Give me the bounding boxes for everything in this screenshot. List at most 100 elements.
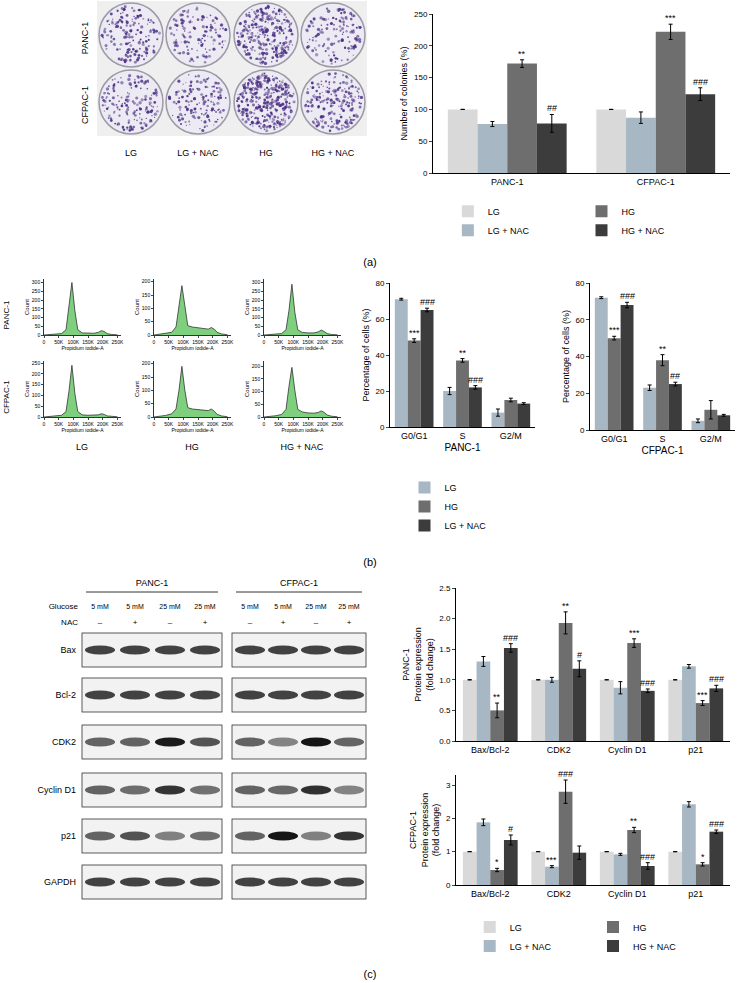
svg-text:CDK2: CDK2 <box>547 889 571 899</box>
svg-text:200: 200 <box>252 363 261 369</box>
svg-text:100: 100 <box>252 388 261 394</box>
svg-text:0: 0 <box>263 421 266 427</box>
svg-text:Propidium iodide-A: Propidium iodide-A <box>61 345 104 351</box>
svg-text:NAC: NAC <box>61 618 78 627</box>
svg-text:0: 0 <box>43 421 46 427</box>
svg-text:Count: Count <box>134 381 140 397</box>
svg-text:0: 0 <box>153 339 156 345</box>
svg-text:***: *** <box>409 328 420 338</box>
svg-text:###: ### <box>468 375 483 385</box>
svg-text:200: 200 <box>252 297 261 303</box>
svg-text:200K: 200K <box>317 339 329 345</box>
svg-text:150K: 150K <box>82 339 94 345</box>
svg-text:1.0: 1.0 <box>439 676 451 685</box>
svg-text:Cyclin D1: Cyclin D1 <box>608 745 647 755</box>
svg-text:Bcl-2: Bcl-2 <box>55 690 76 700</box>
svg-text:*: * <box>701 852 705 862</box>
svg-text:(a): (a) <box>363 256 376 268</box>
svg-text:250K: 250K <box>112 421 124 427</box>
svg-text:CDK2: CDK2 <box>547 745 571 755</box>
svg-text:G0/G1: G0/G1 <box>601 434 628 444</box>
svg-text:CFPAC-1Protein expression(fold: CFPAC-1Protein expression(fold change) <box>408 793 441 868</box>
svg-text:LG + NAC: LG + NAC <box>488 226 530 236</box>
svg-text:50K: 50K <box>274 339 284 345</box>
svg-text:Count: Count <box>24 381 30 397</box>
svg-text:Propidium iodide-A: Propidium iodide-A <box>61 427 104 433</box>
svg-text:100K: 100K <box>178 421 190 427</box>
svg-text:**: ** <box>659 344 667 354</box>
svg-text:HG: HG <box>445 502 459 512</box>
svg-text:0: 0 <box>153 421 156 427</box>
svg-text:100: 100 <box>32 392 41 398</box>
svg-text:50K: 50K <box>54 339 64 345</box>
svg-text:***: *** <box>697 690 708 700</box>
svg-text:**: ** <box>562 601 570 611</box>
svg-text:–: – <box>168 618 173 627</box>
svg-text:**: ** <box>459 348 467 358</box>
svg-text:HG: HG <box>633 923 647 933</box>
svg-text:(b): (b) <box>363 556 376 568</box>
svg-text:0: 0 <box>147 414 150 420</box>
svg-text:Cyclin D1: Cyclin D1 <box>37 785 76 795</box>
svg-text:###: ### <box>693 77 708 87</box>
svg-text:##: ## <box>670 371 680 381</box>
svg-text:0.5: 0.5 <box>439 706 451 715</box>
svg-text:40: 40 <box>375 351 384 360</box>
svg-text:**: ** <box>630 816 638 826</box>
svg-text:150K: 150K <box>192 421 204 427</box>
svg-text:+: + <box>347 618 352 627</box>
svg-text:CFPAC-1: CFPAC-1 <box>280 578 318 588</box>
svg-text:–: – <box>314 618 319 627</box>
svg-text:0: 0 <box>257 414 260 420</box>
svg-text:150K: 150K <box>302 421 314 427</box>
svg-text:–: – <box>248 618 253 627</box>
svg-text:CFPAC-1: CFPAC-1 <box>80 86 90 124</box>
svg-text:250K: 250K <box>332 339 344 345</box>
svg-text:25 mM: 25 mM <box>194 603 216 610</box>
svg-text:PANC-1: PANC-1 <box>445 442 481 453</box>
svg-text:50K: 50K <box>164 339 174 345</box>
svg-text:20: 20 <box>575 389 584 398</box>
svg-text:CFPAC-1: CFPAC-1 <box>2 380 11 414</box>
svg-text:–: – <box>98 618 103 627</box>
svg-text:Propidium iodide-A: Propidium iodide-A <box>171 345 214 351</box>
svg-text:250K: 250K <box>112 339 124 345</box>
svg-text:PANC-1: PANC-1 <box>491 177 523 187</box>
svg-text:50K: 50K <box>54 421 64 427</box>
svg-text:50K: 50K <box>274 421 284 427</box>
svg-text:###: ### <box>558 769 573 779</box>
svg-text:###: ### <box>709 674 724 684</box>
svg-text:LG + NAC: LG + NAC <box>510 942 552 952</box>
svg-text:60: 60 <box>575 316 584 325</box>
svg-text:5 mM: 5 mM <box>274 603 292 610</box>
svg-text:250: 250 <box>32 360 41 366</box>
svg-text:###: ### <box>503 633 518 643</box>
svg-text:Propidium iodide-A: Propidium iodide-A <box>281 345 324 351</box>
svg-text:150: 150 <box>252 376 261 382</box>
svg-text:100: 100 <box>32 314 41 320</box>
svg-text:2.0: 2.0 <box>439 614 451 623</box>
svg-text:G0/G1: G0/G1 <box>401 431 428 441</box>
svg-text:0: 0 <box>263 339 266 345</box>
svg-text:150: 150 <box>32 381 41 387</box>
svg-text:###: ### <box>640 678 655 688</box>
svg-text:***: *** <box>629 628 640 638</box>
svg-text:LG + NAC: LG + NAC <box>177 148 219 158</box>
svg-text:PANC-1: PANC-1 <box>80 22 90 54</box>
svg-text:###: ### <box>640 852 655 862</box>
svg-text:5 mM: 5 mM <box>241 603 259 610</box>
svg-text:1.5: 1.5 <box>439 645 451 654</box>
svg-text:**: ** <box>518 49 526 59</box>
svg-text:LG: LG <box>510 923 522 933</box>
svg-text:0: 0 <box>423 169 428 178</box>
svg-text:200: 200 <box>32 297 41 303</box>
svg-text:Count: Count <box>244 381 250 397</box>
svg-text:p21: p21 <box>688 889 703 899</box>
svg-text:##: ## <box>547 103 557 113</box>
svg-text:Count: Count <box>244 299 250 315</box>
svg-text:200K: 200K <box>207 339 219 345</box>
svg-text:+: + <box>203 618 208 627</box>
svg-text:PANC-1: PANC-1 <box>136 578 168 588</box>
svg-text:HG + NAC: HG + NAC <box>633 942 676 952</box>
svg-text:Glucose: Glucose <box>49 602 79 611</box>
